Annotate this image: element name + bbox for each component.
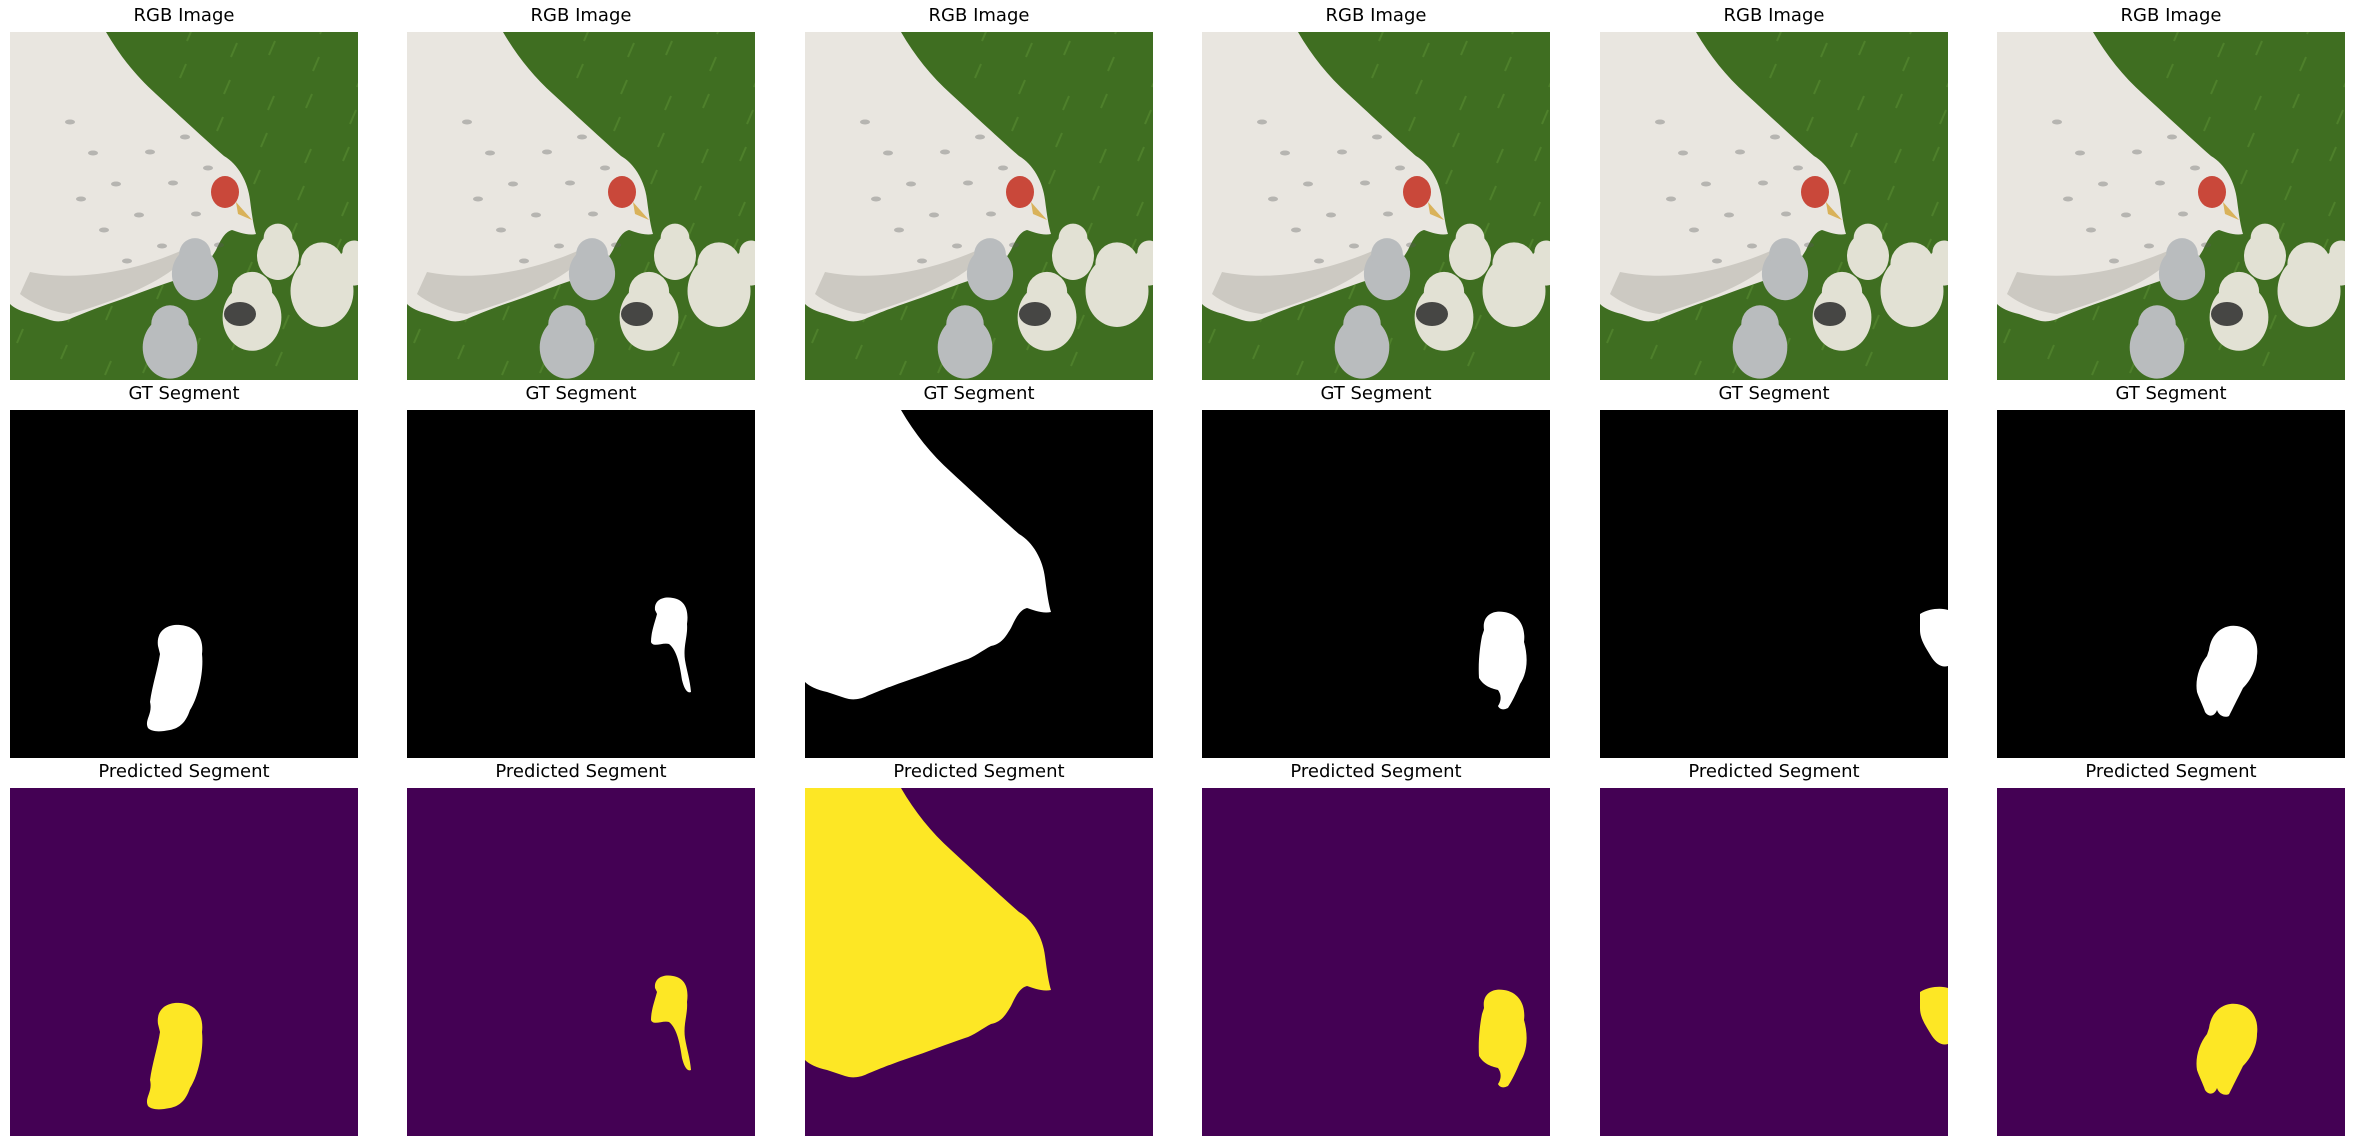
predicted-segment-title: Predicted Segment <box>2085 761 2257 782</box>
rgb-image-panel <box>1600 32 1948 380</box>
hen-comb <box>608 176 636 208</box>
rgb-image-panel <box>805 32 1153 380</box>
gt-segment-panel <box>805 410 1153 758</box>
gt-mask-region <box>1920 608 1948 667</box>
rgb-image-title: RGB Image <box>928 5 1030 26</box>
gt-mask-region <box>2196 625 2258 717</box>
gt-mask-region <box>146 624 203 732</box>
hen-beak <box>1826 202 1842 220</box>
gt-mask-region <box>1478 611 1527 710</box>
hen-comb <box>2198 176 2226 208</box>
rgb-image-title: RGB Image <box>133 5 235 26</box>
gt-segment-title: GT Segment <box>1320 383 1432 404</box>
rgb-image-title: RGB Image <box>1723 5 1825 26</box>
gt-segment-title: GT Segment <box>1718 383 1830 404</box>
gt-segment-panel <box>1600 410 1948 758</box>
pred-background <box>1997 788 2345 1136</box>
predicted-segment-title: Predicted Segment <box>1290 761 1462 782</box>
predicted-segment-panel <box>1600 788 1948 1136</box>
pred-background <box>1202 788 1550 1136</box>
hen-beak <box>236 202 252 220</box>
pred-mask-region <box>146 1002 203 1110</box>
gt-background <box>1997 410 2345 758</box>
pred-mask-region <box>1920 986 1948 1045</box>
rgb-image-panel <box>10 32 358 380</box>
rgb-image-title: RGB Image <box>1325 5 1427 26</box>
pred-mask-region <box>2196 1003 2258 1095</box>
pred-background <box>1600 788 1948 1136</box>
rgb-image-title: RGB Image <box>2120 5 2222 26</box>
rgb-image-panel <box>407 32 755 380</box>
hen-comb <box>1801 176 1829 208</box>
predicted-segment-panel <box>407 788 755 1136</box>
predicted-segment-title: Predicted Segment <box>1688 761 1860 782</box>
gt-segment-panel <box>1997 410 2345 758</box>
rgb-image-panel <box>1997 32 2345 380</box>
hen-comb <box>1006 176 1034 208</box>
gt-segment-panel <box>1202 410 1550 758</box>
hen-beak <box>2223 202 2239 220</box>
rgb-image-title: RGB Image <box>530 5 632 26</box>
predicted-segment-panel <box>1997 788 2345 1136</box>
hen-comb <box>1403 176 1431 208</box>
gt-mask-region <box>805 410 1051 700</box>
pred-background <box>407 788 755 1136</box>
hen-beak <box>1031 202 1047 220</box>
hen-comb <box>211 176 239 208</box>
pred-mask-region <box>651 975 691 1071</box>
gt-background <box>1202 410 1550 758</box>
rgb-image-panel <box>1202 32 1550 380</box>
predicted-segment-panel <box>1202 788 1550 1136</box>
predicted-segment-title: Predicted Segment <box>98 761 270 782</box>
gt-segment-panel <box>10 410 358 758</box>
gt-mask-region <box>651 597 691 693</box>
gt-segment-title: GT Segment <box>2115 383 2227 404</box>
predicted-segment-title: Predicted Segment <box>495 761 667 782</box>
pred-mask-region <box>805 788 1051 1078</box>
gt-background <box>407 410 755 758</box>
gt-segment-panel <box>407 410 755 758</box>
predicted-segment-panel <box>805 788 1153 1136</box>
gt-segment-title: GT Segment <box>923 383 1035 404</box>
predicted-segment-panel <box>10 788 358 1136</box>
hen-beak <box>1428 202 1444 220</box>
pred-mask-region <box>1478 989 1527 1088</box>
predicted-segment-title: Predicted Segment <box>893 761 1065 782</box>
gt-background <box>1600 410 1948 758</box>
gt-segment-title: GT Segment <box>128 383 240 404</box>
gt-segment-title: GT Segment <box>525 383 637 404</box>
hen-beak <box>633 202 649 220</box>
